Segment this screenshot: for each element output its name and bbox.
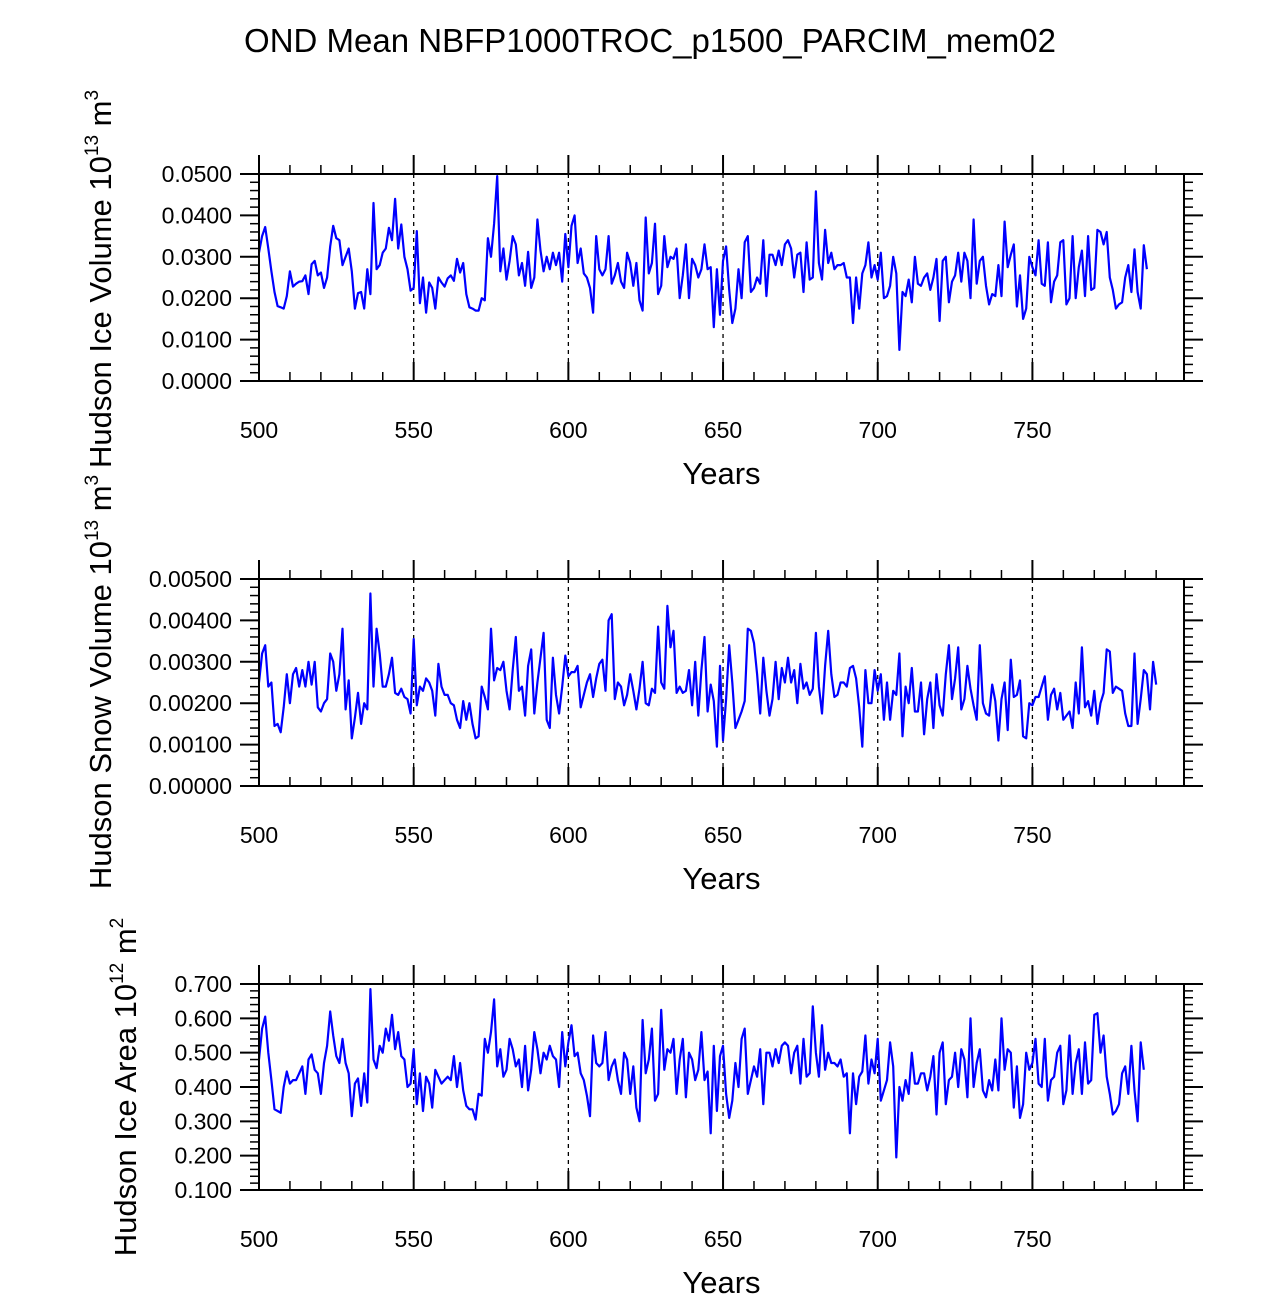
- panel-2-xtick-label-700: 700: [859, 822, 897, 848]
- panel-2-ytick-label-4: 0.00400: [149, 607, 232, 633]
- panel-2: 500 550 600 650 700 750 0.00000 0.00100 0.00200 0…: [82, 475, 1203, 896]
- panel-1-ytick-label-2: 0.0200: [162, 285, 232, 311]
- panel-2-ylabel-text: Hudson Snow Volume 10: [83, 541, 118, 889]
- panel-1-ylabel-text: Hudson Ice Volume 10: [83, 156, 118, 468]
- panel-2-ytick-label-2: 0.00200: [149, 690, 232, 716]
- figure-title: OND Mean NBFP1000TROC_p1500_PARCIM_mem02: [244, 22, 1056, 59]
- panel-1-ytick-label-0: 0.0000: [162, 368, 232, 394]
- panel-3-xtick-label-600: 600: [549, 1226, 587, 1252]
- panel-3-ylabel-unit: m: [108, 928, 143, 962]
- panel-1-xtick-label-600: 600: [549, 417, 587, 443]
- panel-1-ylabel-exponent: 13: [82, 135, 103, 156]
- panel-1-xtick-label-550: 550: [394, 417, 432, 443]
- panel-3-ytick-label-0: 0.100: [174, 1177, 232, 1203]
- panel-1-frame: [258, 173, 1185, 382]
- panel-1-ytick-label-3: 0.0300: [162, 244, 232, 270]
- panel-1-xtick-label-650: 650: [704, 417, 742, 443]
- panel-3-ytick-label-5: 0.600: [174, 1005, 232, 1031]
- panel-3: 500 550 600 650 700 750 0.100 0.200 0.300 0.400 0.…: [107, 918, 1203, 1299]
- panel-3-ylabel-text: Hudson Ice Area 10: [108, 984, 143, 1256]
- panel-1-xtick-label-750: 750: [1013, 417, 1051, 443]
- panel-3-xtick-label-650: 650: [704, 1226, 742, 1252]
- panel-1: 500 550 600 650 700 750 0.0000 0.0100 0.0200 0.03…: [82, 90, 1203, 491]
- panel-3-ylabel-exponent: 12: [107, 963, 128, 984]
- panel-3-xlabel: Years: [682, 1265, 760, 1299]
- panel-2-ylabel: Hudson Snow Volume 1013 m3: [82, 475, 118, 889]
- panel-1-ylabel: Hudson Ice Volume 1013 m3: [82, 90, 118, 468]
- panel-3-ylabel: Hudson Ice Area 1012 m2: [107, 918, 143, 1256]
- panel-2-xtick-label-650: 650: [704, 822, 742, 848]
- panel-3-xtick-label-550: 550: [394, 1226, 432, 1252]
- panel-2-ylabel-exponent: 13: [82, 520, 103, 541]
- panel-1-xtick-label-700: 700: [859, 417, 897, 443]
- panel-1-ytick-label-4: 0.0400: [162, 202, 232, 228]
- panel-2-ytick-label-0: 0.00000: [149, 773, 232, 799]
- panel-1-ytick-label-1: 0.0100: [162, 327, 232, 353]
- panel-1-ytick-label-5: 0.0500: [162, 161, 232, 187]
- panel-3-ytick-label-4: 0.500: [174, 1040, 232, 1066]
- panel-2-ytick-label-5: 0.00500: [149, 566, 232, 592]
- panel-2-xtick-label-750: 750: [1013, 822, 1051, 848]
- panel-2-xtick-label-550: 550: [394, 822, 432, 848]
- panel-3-ytick-label-6: 0.700: [174, 971, 232, 997]
- panel-2-ytick-label-3: 0.00300: [149, 649, 232, 675]
- panel-2-ytick-label-1: 0.00100: [149, 732, 232, 758]
- panel-2-xtick-label-600: 600: [549, 822, 587, 848]
- panel-3-ytick-label-3: 0.400: [174, 1074, 232, 1100]
- panel-2-xlabel: Years: [682, 861, 760, 896]
- panel-3-series-line-1: [257, 987, 1145, 1159]
- panel-2-ylabel-unit-exponent: 3: [82, 475, 103, 486]
- panel-1-xtick-label-500: 500: [240, 417, 278, 443]
- panels: 500 550 600 650 700 750 0.0000 0.0100 0.0200 0.03…: [82, 90, 1203, 1299]
- panel-3-ylabel-unit-exponent: 2: [107, 918, 128, 929]
- panel-3-xtick-label-750: 750: [1013, 1226, 1051, 1252]
- panel-3-ytick-label-1: 0.200: [174, 1143, 232, 1169]
- panel-1-series-line-1: [257, 175, 1148, 351]
- panel-2-series-line-1: [257, 592, 1158, 748]
- panel-1-xlabel: Years: [682, 456, 760, 491]
- panel-2-frame: [258, 578, 1185, 787]
- panel-2-ylabel-unit: m: [83, 485, 118, 519]
- panel-1-ylabel-unit: m: [83, 101, 118, 135]
- panel-2-xtick-label-500: 500: [240, 822, 278, 848]
- panel-1-ylabel-unit-exponent: 3: [82, 90, 103, 101]
- panel-3-xtick-label-700: 700: [859, 1226, 897, 1252]
- panel-3-xtick-label-500: 500: [240, 1226, 278, 1252]
- panel-3-ytick-label-2: 0.300: [174, 1108, 232, 1134]
